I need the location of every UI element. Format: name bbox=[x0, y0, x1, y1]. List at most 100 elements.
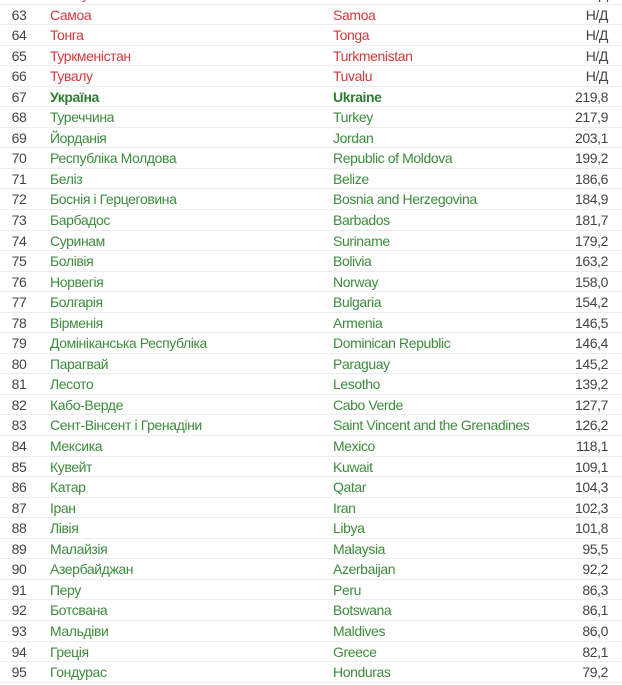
rank-cell: 81 bbox=[11, 376, 27, 393]
value-cell: 82,1 bbox=[582, 643, 608, 660]
ukrainian-name: Малайзія bbox=[50, 540, 108, 557]
ukrainian-name: Йорданія bbox=[50, 129, 107, 146]
english-name: Lesotho bbox=[333, 376, 381, 393]
value-cell: 217,9 bbox=[574, 109, 608, 126]
table-row: 95 Гондурас Honduras 79,2 bbox=[0, 662, 622, 683]
english-name: Turkmenistan bbox=[333, 47, 413, 64]
rank-cell: 76 bbox=[11, 273, 27, 290]
table-row: 83 Сент-Вінсент і Гренадіни Saint Vincent … bbox=[0, 415, 622, 437]
ukrainian-name: Мальдіви bbox=[50, 622, 109, 639]
ukrainian-name: Кабо-Верде bbox=[50, 396, 123, 413]
rank-cell: 88 bbox=[11, 520, 27, 537]
english-name: Paraguay bbox=[333, 355, 390, 372]
ukrainian-name: Тувалу bbox=[50, 68, 93, 85]
rank-cell: 70 bbox=[11, 150, 27, 167]
value-cell: Н/Д bbox=[585, 47, 609, 64]
rank-cell: 62 bbox=[4, 0, 34, 4]
table-row: 93 Мальдіви Maldives 86,0 bbox=[0, 621, 622, 642]
table-row: 85 Кувейт Kuwait 109,1 bbox=[0, 457, 622, 478]
ukrainian-name: Мексика bbox=[50, 438, 103, 455]
table-row: 87 Іран Iran 102,3 bbox=[0, 498, 622, 519]
table-row: 71 Беліз Belize 186,6 bbox=[0, 169, 622, 190]
value-cell: 127,7 bbox=[574, 396, 608, 413]
rank-cell: 87 bbox=[11, 499, 27, 516]
english-name: Greece bbox=[333, 643, 377, 660]
table-row: 81 Лесото Lesotho 139,2 bbox=[0, 374, 622, 395]
english-name: Palau bbox=[333, 0, 367, 4]
rank-cell: 85 bbox=[11, 458, 27, 475]
english-name: Tuvalu bbox=[333, 68, 373, 85]
rank-cell: 91 bbox=[11, 581, 27, 598]
table-row: 86 Катар Qatar 104,3 bbox=[0, 477, 622, 498]
rank-cell: 63 bbox=[11, 6, 27, 23]
rank-cell: 83 bbox=[11, 417, 27, 434]
table-row: 77 Болгарія Bulgaria 154,2 bbox=[0, 292, 622, 313]
ukrainian-name: Самоа bbox=[50, 6, 92, 23]
english-name: Kuwait bbox=[333, 458, 373, 475]
rank-cell: 84 bbox=[11, 438, 27, 455]
ukrainian-name: Суринам bbox=[50, 232, 105, 249]
english-name: Mexico bbox=[333, 438, 375, 455]
value-cell: 181,7 bbox=[574, 212, 608, 229]
ukrainian-name: Іран bbox=[50, 499, 76, 516]
ukrainian-name: Боснія і Герцеговина bbox=[50, 191, 177, 208]
rank-cell: 86 bbox=[11, 479, 27, 496]
rank-cell: 65 bbox=[11, 47, 27, 64]
table-row: 82 Кабо-Верде Cabo Verde 127,7 bbox=[0, 395, 622, 416]
english-name: Norway bbox=[333, 273, 379, 290]
english-name: Bosnia and Herzegovina bbox=[333, 191, 477, 208]
table-row: 62 Палау Palau Н/Д bbox=[0, 0, 622, 5]
rank-cell: 94 bbox=[11, 643, 27, 660]
table-row: 79 Домініканська Республіка Dominican Repu… bbox=[0, 333, 622, 354]
table-row: 69 Йорданія Jordan 203,1 bbox=[0, 128, 622, 149]
table-row: 91 Перу Peru 86,3 bbox=[0, 580, 622, 601]
english-name: Belize bbox=[333, 170, 369, 187]
ukrainian-name: Беліз bbox=[50, 170, 83, 187]
rank-cell: 82 bbox=[11, 396, 27, 413]
ukrainian-name: Азербайджан bbox=[50, 561, 134, 578]
rank-cell: 69 bbox=[11, 129, 27, 146]
value-cell: 158,0 bbox=[574, 273, 608, 290]
english-name: Qatar bbox=[333, 479, 367, 496]
ukrainian-name: Катар bbox=[50, 479, 86, 496]
english-name: Jordan bbox=[333, 129, 374, 146]
table-row: 92 Ботсвана Botswana 86,1 bbox=[0, 600, 622, 621]
english-name: Barbados bbox=[333, 212, 390, 229]
rank-cell: 80 bbox=[11, 355, 27, 372]
table-row: 75 Болівія Bolivia 163,2 bbox=[0, 251, 622, 272]
ukrainian-name: Греція bbox=[50, 643, 89, 660]
english-name: Bolivia bbox=[333, 253, 372, 270]
rank-cell: 78 bbox=[11, 314, 27, 331]
value-cell: 146,5 bbox=[574, 314, 608, 331]
ukrainian-name: Гондурас bbox=[50, 664, 107, 681]
table-row: 76 Норвегія Norway 158,0 bbox=[0, 272, 622, 293]
english-name: Bulgaria bbox=[333, 294, 382, 311]
english-name: Armenia bbox=[333, 314, 383, 331]
value-cell: 92,2 bbox=[582, 561, 608, 578]
table-row: 89 Малайзія Malaysia 95,5 bbox=[0, 539, 622, 560]
table-row: 73 Барбадос Barbados 181,7 bbox=[0, 210, 622, 231]
table-row: 74 Суринам Suriname 179,2 bbox=[0, 231, 622, 252]
rank-cell: 93 bbox=[11, 622, 27, 639]
rank-cell: 74 bbox=[11, 232, 27, 249]
english-name: Peru bbox=[333, 581, 361, 598]
value-cell: 101,8 bbox=[574, 520, 608, 537]
ukrainian-name: Болівія bbox=[50, 253, 94, 270]
rank-cell: 73 bbox=[11, 212, 27, 229]
rank-cell: 95 bbox=[11, 664, 27, 681]
english-name: Malaysia bbox=[333, 540, 386, 557]
english-name: Honduras bbox=[333, 664, 391, 681]
english-name: Tonga bbox=[333, 27, 370, 44]
ukrainian-name: Норвегія bbox=[50, 273, 104, 290]
ukrainian-name: Кувейт bbox=[50, 458, 93, 475]
table-row: 94 Греція Greece 82,1 bbox=[0, 642, 622, 663]
ukrainian-name: Домініканська Республіка bbox=[50, 335, 207, 352]
ukrainian-name: Лесото bbox=[50, 376, 94, 393]
english-name: Libya bbox=[333, 520, 365, 537]
english-name: Iran bbox=[333, 499, 356, 516]
rank-cell: 75 bbox=[11, 253, 27, 270]
table-row: 84 Мексика Mexico 118,1 bbox=[0, 436, 622, 457]
english-name: Republic of Moldova bbox=[333, 150, 453, 167]
table-row: 78 Вірменія Armenia 146,5 bbox=[0, 313, 622, 334]
value-cell: 154,2 bbox=[574, 294, 608, 311]
